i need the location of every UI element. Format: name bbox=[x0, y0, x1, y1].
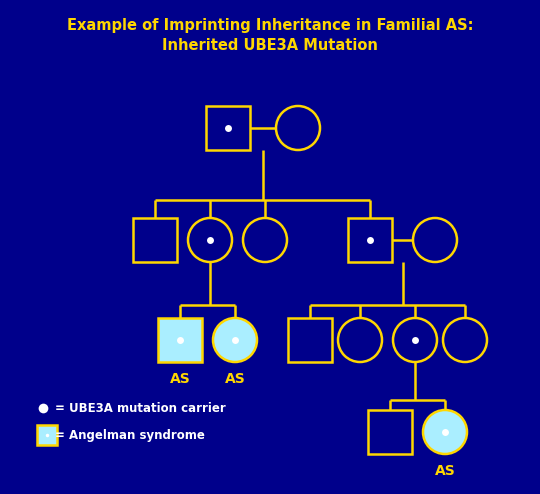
FancyBboxPatch shape bbox=[368, 410, 412, 454]
Circle shape bbox=[443, 318, 487, 362]
Circle shape bbox=[413, 218, 457, 262]
Text: = UBE3A mutation carrier: = UBE3A mutation carrier bbox=[55, 402, 226, 414]
FancyBboxPatch shape bbox=[348, 218, 392, 262]
Circle shape bbox=[276, 106, 320, 150]
FancyBboxPatch shape bbox=[206, 106, 250, 150]
FancyBboxPatch shape bbox=[288, 318, 332, 362]
Text: = Angelman syndrome: = Angelman syndrome bbox=[55, 428, 205, 442]
Circle shape bbox=[338, 318, 382, 362]
FancyBboxPatch shape bbox=[133, 218, 177, 262]
FancyBboxPatch shape bbox=[37, 425, 57, 445]
Text: AS: AS bbox=[435, 464, 455, 478]
Circle shape bbox=[188, 218, 232, 262]
Circle shape bbox=[243, 218, 287, 262]
Text: Inherited UBE3A Mutation: Inherited UBE3A Mutation bbox=[162, 38, 378, 53]
Circle shape bbox=[213, 318, 257, 362]
Text: AS: AS bbox=[170, 372, 191, 386]
Circle shape bbox=[393, 318, 437, 362]
FancyBboxPatch shape bbox=[158, 318, 202, 362]
Text: Example of Imprinting Inheritance in Familial AS:: Example of Imprinting Inheritance in Fam… bbox=[67, 18, 473, 33]
Text: AS: AS bbox=[225, 372, 245, 386]
Circle shape bbox=[423, 410, 467, 454]
